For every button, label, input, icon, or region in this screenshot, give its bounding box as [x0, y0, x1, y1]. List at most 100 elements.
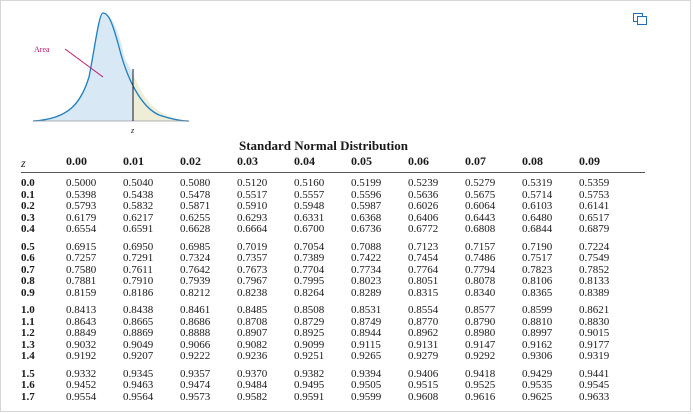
table-cell: 0.7454	[408, 252, 439, 264]
table-cell: 0.9131	[408, 338, 439, 351]
table-cell: 0.5398	[66, 188, 97, 201]
table-cell: 0.9162	[522, 338, 553, 351]
table-cell: 0.8790	[465, 315, 496, 328]
table-cell: 0.9633	[579, 390, 610, 403]
table-cell: 0.7357	[237, 252, 268, 264]
table-cell: 0.9599	[351, 390, 382, 403]
table-cell: 0.9251	[294, 350, 325, 362]
table-cell: 0.8749	[351, 315, 382, 328]
table-cell: 0.8106	[522, 275, 553, 287]
row-z-value: 0.9	[21, 286, 35, 299]
table-cell: 0.8962	[408, 327, 439, 339]
column-header: 0.09	[579, 154, 600, 168]
table-cell: 0.9474	[180, 379, 211, 391]
table-cell: 0.8708	[237, 315, 268, 328]
table-cell: 0.5120	[237, 177, 268, 189]
table-cell: 0.5478	[180, 188, 211, 201]
table-cell: 0.8810	[522, 315, 553, 328]
table-cell: 0.9625	[522, 390, 553, 403]
table-cell: 0.8159	[66, 286, 97, 299]
row-z-value: 0.4	[21, 223, 35, 235]
table-cell: 0.7852	[579, 263, 610, 276]
table-cell: 0.9582	[237, 390, 268, 403]
table-cell: 0.9564	[123, 390, 154, 403]
table-cell: 0.8186	[123, 286, 154, 299]
table-cell: 0.9441	[579, 367, 610, 380]
table-cell: 0.8389	[579, 286, 610, 299]
table-cell: 0.5753	[579, 188, 610, 201]
table-cell: 0.6628	[180, 223, 211, 235]
table-cell: 0.8289	[351, 286, 382, 299]
table-cell: 0.8888	[180, 327, 211, 339]
table-cell: 0.6915	[66, 240, 97, 253]
table-cell: 0.7611	[123, 263, 153, 276]
table-cell: 0.9545	[579, 379, 610, 391]
table-cell: 0.9207	[123, 350, 154, 362]
table-cell: 0.8212	[180, 286, 211, 299]
table-cell: 0.8078	[465, 275, 496, 287]
table-cell: 0.9452	[66, 379, 97, 391]
table-cell: 0.9484	[237, 379, 268, 391]
column-header: 0.04	[294, 154, 315, 168]
table-cell: 0.6554	[66, 223, 97, 235]
table-cell: 0.5793	[66, 200, 97, 212]
table-cell: 0.6217	[123, 211, 154, 224]
table-cell: 0.7939	[180, 275, 211, 287]
table-cell: 0.8438	[123, 304, 154, 316]
table-cell: 0.9099	[294, 338, 325, 351]
table-cell: 0.9332	[66, 367, 97, 380]
table-cell: 0.8770	[408, 315, 439, 328]
z-column-header: z	[21, 156, 26, 170]
table-cell: 0.7764	[408, 263, 439, 276]
table-cell: 0.9236	[237, 350, 268, 362]
table-cell: 0.8621	[579, 304, 610, 316]
table-cell: 0.7704	[294, 263, 325, 276]
z-axis-label: z	[130, 126, 135, 135]
table-cell: 0.8413	[66, 304, 97, 316]
table-cell: 0.8686	[180, 315, 211, 328]
table-cell: 0.8925	[294, 327, 325, 339]
table-cell: 0.9345	[123, 367, 154, 380]
table-cell: 0.8907	[237, 327, 268, 339]
column-header: 0.05	[351, 154, 372, 168]
header-divider	[21, 172, 645, 173]
row-z-value: 0.5	[21, 240, 35, 253]
table-cell: 0.9049	[123, 338, 154, 351]
table-cell: 0.8315	[408, 286, 439, 299]
column-header: 0.01	[123, 154, 144, 168]
table-cell: 0.6480	[522, 211, 553, 224]
table-cell: 0.5596	[351, 188, 382, 201]
table-cell: 0.6331	[294, 211, 325, 224]
table-cell: 0.8869	[123, 327, 154, 339]
table-cell: 0.5517	[237, 188, 268, 201]
table-cell: 0.8554	[408, 304, 439, 316]
table-cell: 0.7549	[579, 252, 610, 264]
table-cell: 0.9115	[351, 338, 381, 351]
table-cell: 0.6985	[180, 240, 211, 253]
table-cell: 0.6700	[294, 223, 325, 235]
table-cell: 0.7019	[237, 240, 268, 253]
table-cell: 0.8577	[465, 304, 496, 316]
table-cell: 0.7794	[465, 263, 496, 276]
table-cell: 0.8531	[351, 304, 382, 316]
column-header: 0.06	[408, 154, 429, 168]
table-cell: 0.5319	[522, 177, 553, 189]
table-cell: 0.6664	[237, 223, 268, 235]
table-cell: 0.5557	[294, 188, 325, 201]
table-cell: 0.6368	[351, 211, 382, 224]
column-header: 0.02	[180, 154, 201, 168]
table-cell: 0.8023	[351, 275, 382, 287]
popout-window-icon[interactable]	[633, 13, 647, 25]
table-cell: 0.8849	[66, 327, 97, 339]
table-cell: 0.8830	[579, 315, 610, 328]
table-cell: 0.9306	[522, 350, 553, 362]
table-cell: 0.6879	[579, 223, 610, 235]
table-cell: 0.7995	[294, 275, 325, 287]
table-cell: 0.6517	[579, 211, 610, 224]
table-cell: 0.9382	[294, 367, 325, 380]
table-cell: 0.5080	[180, 177, 211, 189]
table-cell: 0.9082	[237, 338, 268, 351]
table-title: Standard Normal Distribution	[238, 138, 409, 153]
table-cell: 0.8461	[180, 304, 211, 316]
table-cell: 0.5359	[579, 177, 610, 189]
